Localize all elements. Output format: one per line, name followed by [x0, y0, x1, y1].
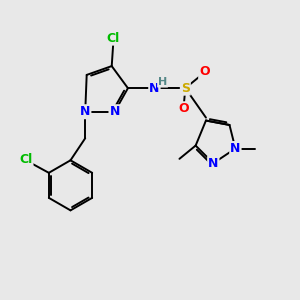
Text: N: N: [80, 105, 90, 118]
Text: O: O: [199, 65, 210, 79]
Text: H: H: [158, 77, 167, 87]
Text: N: N: [110, 105, 120, 118]
Text: O: O: [178, 102, 189, 115]
Text: N: N: [149, 82, 160, 95]
Text: Cl: Cl: [19, 153, 32, 166]
Text: N: N: [230, 142, 241, 155]
Text: S: S: [181, 82, 190, 95]
Text: Cl: Cl: [106, 32, 120, 45]
Text: N: N: [208, 157, 218, 170]
